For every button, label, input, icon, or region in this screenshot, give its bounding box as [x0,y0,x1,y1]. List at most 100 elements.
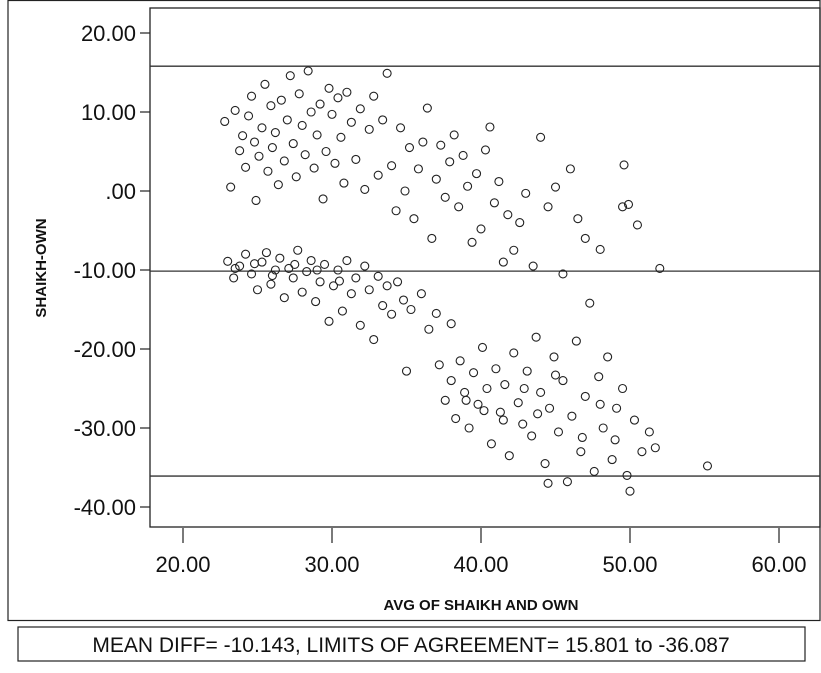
data-point [544,403,555,413]
data-point [612,403,622,413]
data-point [585,298,595,308]
annotation-text: MEAN DIFF= -10.143, LIMITS OF AGREEMENT=… [92,634,729,657]
data-point [238,131,248,141]
data-point [364,285,374,295]
data-point [260,79,270,89]
data-point [276,95,286,105]
data-point [543,478,553,488]
data-point [455,356,465,366]
data-point [446,319,456,329]
data-point [382,68,392,78]
data-point [479,406,489,416]
data-point [528,261,538,271]
data-point [473,399,483,409]
data-point [558,376,568,386]
data-point [629,415,640,425]
data-point [543,202,553,212]
data-point [540,458,550,469]
data-point [580,391,590,401]
data-point [270,127,280,138]
data-point [382,281,392,291]
y-tick-label: 20.00 [81,21,136,46]
data-point [431,174,441,184]
data-point [576,447,586,457]
y-tick-label: -20.00 [74,337,136,362]
data-point [589,466,599,477]
data-point [220,116,230,127]
data-point [434,360,444,370]
data-point [387,309,397,319]
data-point [625,486,635,496]
data-point [241,162,251,172]
data-point [607,455,617,465]
data-point [598,423,608,433]
data-point [235,146,245,156]
data-point [406,304,416,315]
data-point [477,342,488,352]
data-point [595,399,605,409]
data-point [451,413,461,424]
plot-area [149,7,821,528]
data-point [446,376,456,386]
y-axis-label: SHAIKH-OWN [33,218,50,317]
data-point [246,91,257,101]
data-point [346,117,356,127]
data-point [226,182,236,192]
data-point [468,368,479,378]
data-point [294,89,304,99]
data-point [324,316,334,326]
data-point [533,409,543,419]
data-point [387,161,397,171]
data-point [378,115,388,125]
data-point [650,443,660,453]
data-point [311,297,321,307]
data-point [261,248,271,258]
data-point [297,120,307,130]
y-tick-label: -10.00 [74,258,136,283]
data-point [655,263,665,273]
data-point [486,439,496,449]
data-point [319,259,330,270]
data-point [431,308,441,319]
data-point [467,237,477,247]
data-point [461,395,471,405]
data-point [346,289,356,299]
data-point [229,273,239,283]
data-point [702,461,713,471]
data-point [409,214,419,224]
data-point [249,137,260,147]
data-point [360,184,370,194]
data-point [427,233,437,243]
data-point [282,115,292,125]
data-point [619,160,629,170]
data-point [355,320,365,330]
data-point [558,269,568,279]
data-point [449,130,459,140]
data-point [369,334,379,345]
data-point [266,279,276,289]
data-point [519,383,529,394]
data-point [330,158,340,168]
data-point [309,163,319,173]
data-point [223,256,233,266]
y-tick-label: -40.00 [74,495,136,520]
y-tick-label: 10.00 [81,100,136,125]
data-point [342,255,352,266]
data-point [571,336,581,346]
data-point [489,198,499,208]
data-point [416,289,426,299]
data-point [312,265,322,275]
data-point [275,253,285,263]
data-point [623,199,634,209]
data-point [251,195,261,206]
x-tick-label: 60.00 [751,552,806,577]
data-point [315,99,325,109]
data-point [513,398,523,408]
data-point [328,281,339,291]
annotation-box [17,626,806,662]
data-point [351,273,361,283]
data-point [500,379,510,390]
data-point [550,370,561,380]
data-point [622,470,632,480]
